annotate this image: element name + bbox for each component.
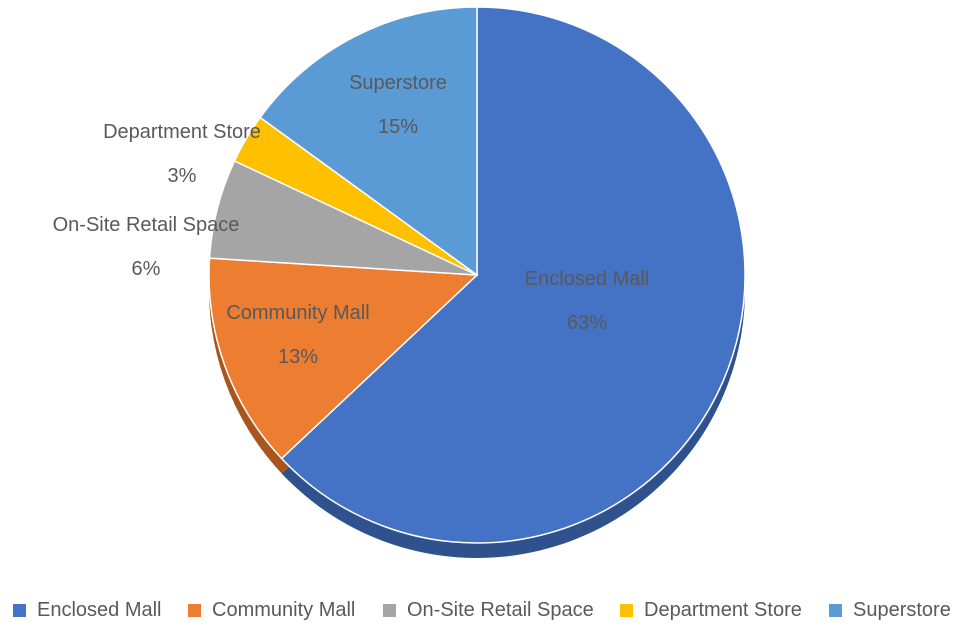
data-label-value-department-store: 3% [168,165,197,187]
legend-label-superstore: Superstore [853,599,951,621]
pie-slice-superstore [259,6,478,277]
legend-item-enclosed-mall: Enclosed Mall [13,599,162,621]
data-label-name-department-store: Department Store [103,121,261,143]
data-label-name-superstore: Superstore [349,72,447,94]
data-label-name-enclosed-mall: Enclosed Mall [525,268,650,290]
legend-label-department-store: Department Store [644,599,802,621]
legend-label-community-mall: Community Mall [212,599,355,621]
pie-slices [208,6,746,544]
data-label-value-community-mall: 13% [278,346,318,368]
legend-item-superstore: Superstore [829,599,951,621]
legend-label-enclosed-mall: Enclosed Mall [37,599,162,621]
data-label-value-on-site-retail-space: 6% [132,258,161,280]
legend-item-community-mall: Community Mall [188,599,355,621]
data-label-value-enclosed-mall: 63% [567,312,607,334]
legend-label-on-site-retail-space: On-Site Retail Space [407,599,594,621]
data-label-name-on-site-retail-space: On-Site Retail Space [53,214,240,236]
pie-slice-enclosed-mall [280,6,746,544]
legend: Enclosed Mall Community Mall On-Site Retai… [13,599,951,621]
legend-swatch-on-site-retail-space [383,604,396,617]
legend-item-on-site-retail-space: On-Site Retail Space [383,599,594,621]
pie-data-labels: Enclosed Mall 63% Community Mall 13% On-Site… [53,72,650,368]
legend-swatch-superstore [829,604,842,617]
legend-swatch-department-store [620,604,633,617]
data-label-value-superstore: 15% [378,116,418,138]
pie-slice-community-mall [208,257,479,460]
legend-item-department-store: Department Store [620,599,802,621]
legend-swatch-enclosed-mall [13,604,26,617]
data-label-name-community-mall: Community Mall [226,302,369,324]
legend-swatch-community-mall [188,604,201,617]
